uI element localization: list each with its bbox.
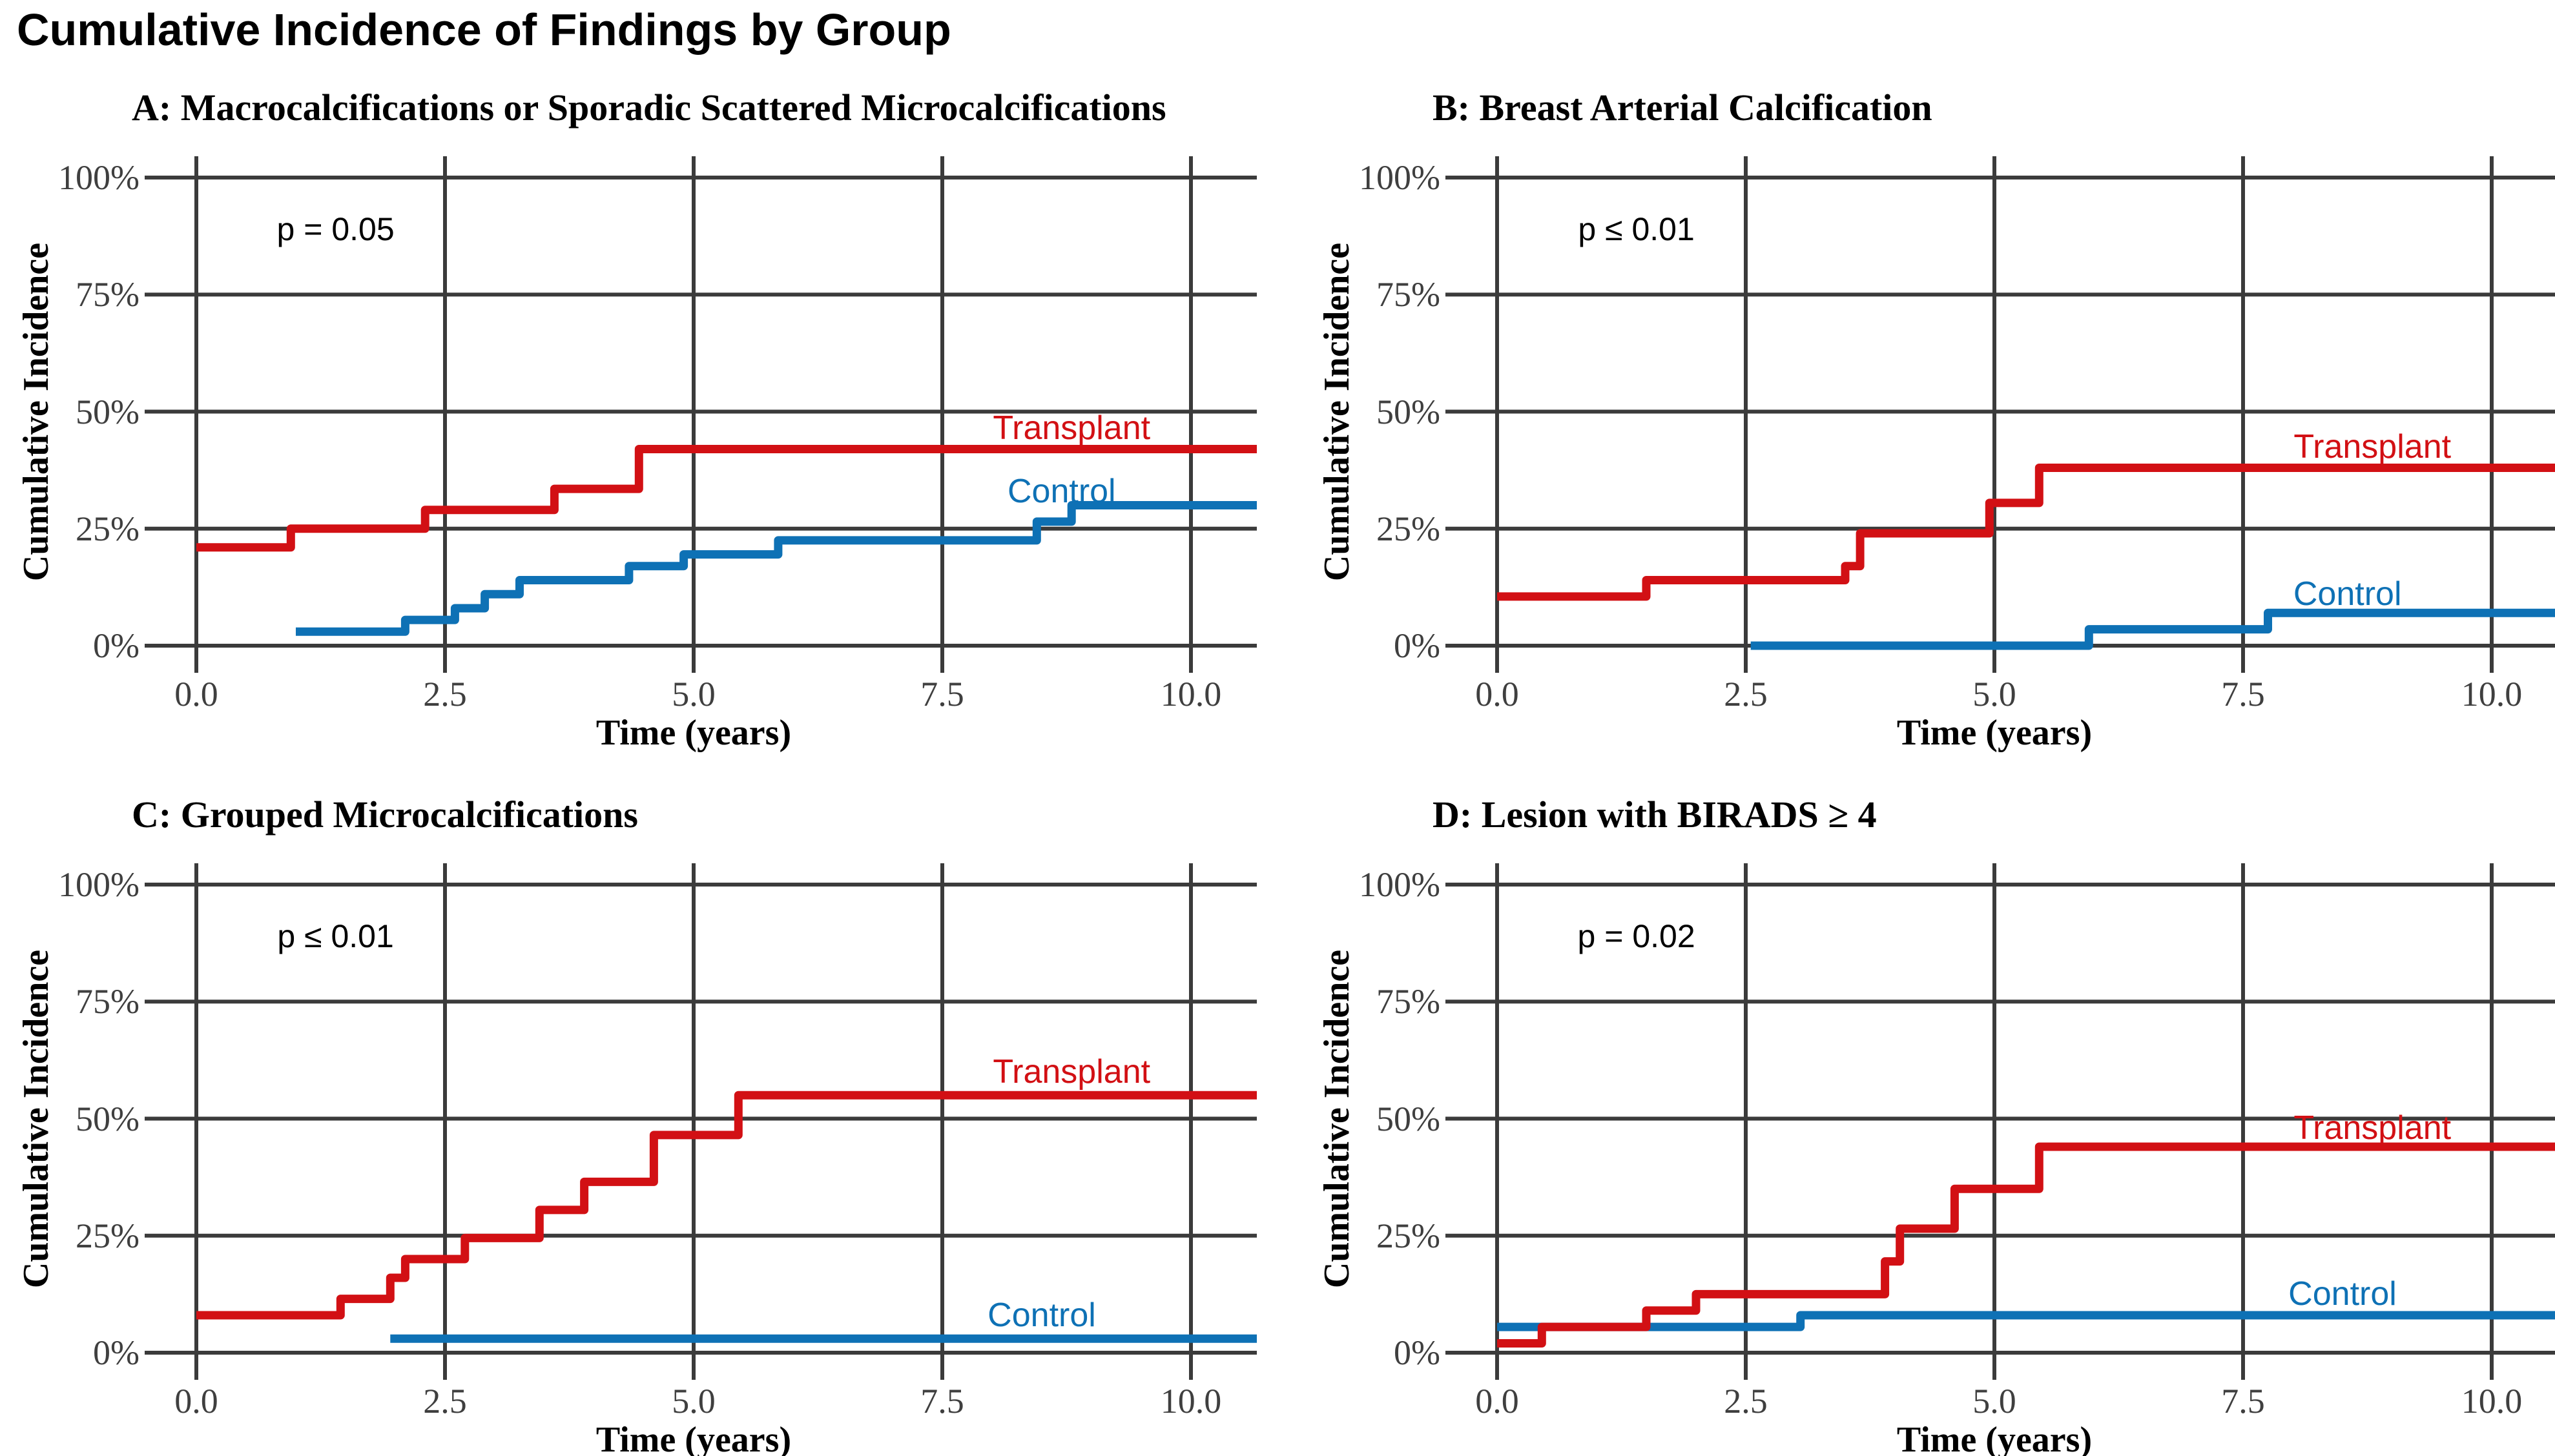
series-path-control <box>1497 1311 2555 1331</box>
y-tick-label: 100% <box>58 865 140 904</box>
x-axis-label: Time (years) <box>1896 713 2093 753</box>
series-path-transplant <box>1497 464 2555 601</box>
x-tick-label: 10.0 <box>2461 1382 2523 1420</box>
panel-title: B: Breast Arterial Calcification <box>1433 87 1932 128</box>
x-axis-label: Time (years) <box>595 1420 792 1456</box>
y-tick-label: 0% <box>93 1333 140 1372</box>
panel-title: A: Macrocalcifications or Sporadic Scatt… <box>132 87 1166 128</box>
p-value-annotation: p = 0.02 <box>1577 918 1695 954</box>
series-label-transplant: Transplant <box>993 409 1151 447</box>
x-tick-label: 0.0 <box>174 675 218 713</box>
y-tick-label: 75% <box>1376 982 1440 1021</box>
x-tick-label: 5.0 <box>1972 675 2016 713</box>
x-tick-label: 10.0 <box>1160 1382 1222 1420</box>
series-path-transplant <box>1497 1142 2555 1348</box>
y-tick-label: 0% <box>1394 1333 1440 1372</box>
x-tick-label: 0.0 <box>1475 675 1519 713</box>
p-value-annotation: p = 0.05 <box>276 210 395 247</box>
y-tick-label: 75% <box>76 275 140 314</box>
series-path-transplant <box>196 1091 1257 1320</box>
y-tick-label: 50% <box>1376 392 1440 431</box>
y-tick-label: 100% <box>1359 865 1440 904</box>
series-label-transplant: Transplant <box>2293 427 2452 466</box>
x-tick-label: 7.5 <box>2221 1382 2265 1420</box>
x-axis-label: Time (years) <box>595 713 792 753</box>
y-tick-label: 50% <box>76 1099 140 1138</box>
series-label-control: Control <box>1007 472 1116 510</box>
y-tick-label: 0% <box>93 626 140 665</box>
x-tick-label: 2.5 <box>423 675 467 713</box>
series-path-control <box>296 501 1257 636</box>
p-value-annotation: p ≤ 0.01 <box>277 918 394 954</box>
series-label-transplant: Transplant <box>993 1053 1151 1091</box>
y-tick-label: 25% <box>1376 1216 1440 1255</box>
x-tick-label: 10.0 <box>1160 675 1222 713</box>
series-path-control <box>1750 608 2555 650</box>
figure-title: Cumulative Incidence of Findings by Grou… <box>17 5 951 55</box>
x-tick-label: 5.0 <box>672 675 716 713</box>
panel-title: D: Lesion with BIRADS ≥ 4 <box>1433 794 1877 836</box>
y-tick-label: 50% <box>76 392 140 431</box>
series-path-transplant <box>196 445 1257 552</box>
series-label-control: Control <box>988 1297 1096 1334</box>
x-tick-label: 2.5 <box>1724 675 1768 713</box>
y-tick-label: 50% <box>1376 1099 1440 1138</box>
x-tick-label: 5.0 <box>1972 1382 2016 1420</box>
x-tick-label: 7.5 <box>920 1382 964 1420</box>
y-tick-label: 25% <box>76 509 140 548</box>
y-tick-label: 75% <box>76 982 140 1021</box>
x-tick-label: 0.0 <box>1475 1382 1519 1420</box>
y-tick-label: 75% <box>1376 275 1440 314</box>
y-tick-label: 25% <box>76 1216 140 1255</box>
panel-title: C: Grouped Microcalcifications <box>132 794 638 836</box>
x-tick-label: 10.0 <box>2461 675 2523 713</box>
p-value-annotation: p ≤ 0.01 <box>1578 210 1695 247</box>
y-tick-label: 0% <box>1394 626 1440 665</box>
y-tick-label: 25% <box>1376 509 1440 548</box>
x-axis-label: Time (years) <box>1896 1420 2093 1456</box>
x-tick-label: 2.5 <box>1724 1382 1768 1420</box>
x-tick-label: 2.5 <box>423 1382 467 1420</box>
series-label-control: Control <box>2288 1275 2397 1313</box>
y-tick-label: 100% <box>58 158 140 197</box>
y-tick-label: 100% <box>1359 158 1440 197</box>
series-label-transplant: Transplant <box>2293 1109 2452 1147</box>
x-tick-label: 5.0 <box>672 1382 716 1420</box>
x-tick-label: 7.5 <box>920 675 964 713</box>
x-tick-label: 7.5 <box>2221 675 2265 713</box>
x-tick-label: 0.0 <box>174 1382 218 1420</box>
series-label-control: Control <box>2293 575 2402 613</box>
